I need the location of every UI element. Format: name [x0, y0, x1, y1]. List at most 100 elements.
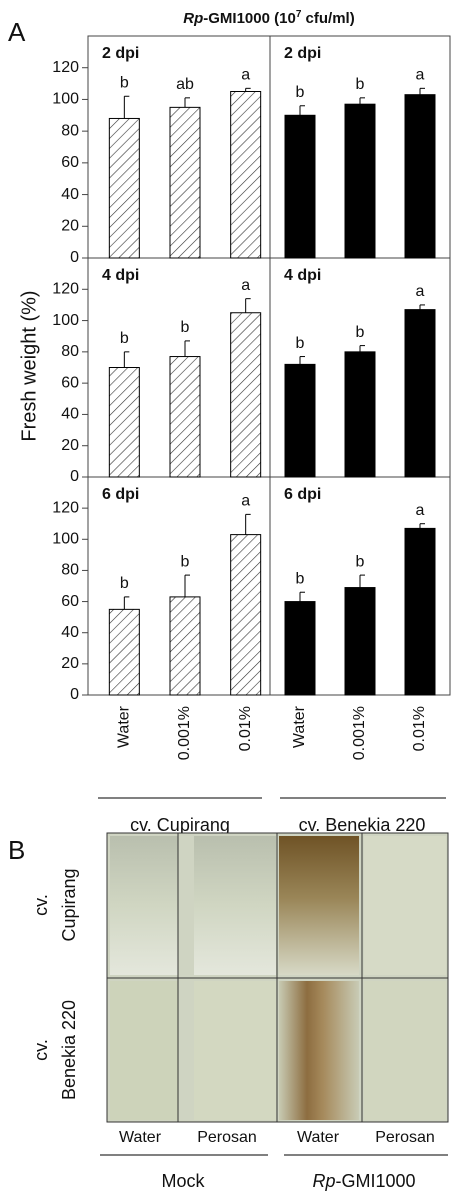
row-label: cv.: [31, 894, 51, 916]
significance-letter: b: [181, 553, 190, 570]
row-label: Benekia 220: [59, 1000, 79, 1100]
y-tick-label: 80: [61, 122, 79, 139]
significance-letter: ab: [176, 76, 194, 93]
group-label: cv. Cupirang: [130, 815, 230, 835]
bar: [170, 357, 200, 477]
x-tick-label: Water: [116, 705, 133, 748]
significance-letter: a: [416, 67, 425, 84]
group-label-part: Rp: [312, 1171, 335, 1191]
y-tick-label: 100: [52, 312, 79, 329]
y-axis-label: Fresh weight (%): [18, 290, 40, 441]
y-tick-label: 100: [52, 531, 79, 548]
x-tick-label: 0.01%: [237, 706, 254, 751]
group-label-part: -GMI1000: [335, 1171, 415, 1191]
bar: [405, 528, 435, 695]
photo: [364, 836, 446, 975]
bar: [109, 118, 139, 258]
group-label: cv. Benekia 220: [299, 815, 426, 835]
bar: [231, 313, 261, 477]
significance-letter: a: [241, 277, 250, 294]
title-part: cfu/ml): [301, 10, 354, 27]
photo-grid: [107, 833, 448, 1122]
bar: [405, 95, 435, 258]
y-tick-label: 120: [52, 499, 79, 516]
y-tick-label: 40: [61, 406, 79, 423]
significance-letter: b: [120, 330, 129, 347]
title-part: Rp: [183, 10, 203, 27]
photo: [194, 981, 276, 1120]
bar: [285, 115, 315, 258]
group-label: Mock: [161, 1171, 205, 1191]
column-label: Perosan: [375, 1129, 435, 1146]
significance-letter: b: [181, 319, 190, 336]
x-tick-label: Water: [291, 705, 308, 748]
significance-letter: b: [356, 324, 365, 341]
photo: [279, 836, 359, 975]
column-label: Perosan: [197, 1129, 257, 1146]
y-tick-label: 0: [70, 686, 79, 703]
x-tick-label: 0.01%: [411, 706, 428, 751]
panel-label: B: [8, 835, 25, 865]
bar: [170, 597, 200, 695]
bar: [405, 310, 435, 477]
plot-frame: [88, 36, 450, 695]
significance-letter: b: [120, 74, 129, 91]
y-tick-label: 0: [70, 249, 79, 266]
bar: [285, 364, 315, 477]
significance-letter: b: [356, 553, 365, 570]
significance-letter: a: [241, 493, 250, 510]
bar: [231, 535, 261, 695]
y-tick-label: 60: [61, 593, 79, 610]
row-label: cv.: [31, 1039, 51, 1061]
bar: [109, 609, 139, 695]
bar: [345, 104, 375, 258]
bar: [109, 368, 139, 478]
panel-annotation: 6 dpi: [284, 486, 321, 503]
significance-letter: b: [296, 335, 305, 352]
photo: [279, 981, 359, 1120]
row-label: Cupirang: [59, 868, 79, 941]
x-tick-label: 0.001%: [176, 706, 193, 760]
photo: [110, 836, 178, 975]
column-label: Water: [119, 1129, 162, 1146]
photo: [194, 836, 276, 975]
y-tick-label: 20: [61, 437, 79, 454]
y-tick-label: 20: [61, 218, 79, 235]
figure: A B Rp-GMI1000 (107 cfu/ml) Fresh weight…: [0, 0, 451, 1195]
y-tick-label: 60: [61, 374, 79, 391]
y-tick-label: 100: [52, 91, 79, 108]
panel-annotation: 6 dpi: [102, 486, 139, 503]
bar: [345, 588, 375, 695]
significance-letter: a: [241, 67, 250, 84]
y-tick-label: 80: [61, 562, 79, 579]
title-part: -GMI1000 (10: [203, 10, 296, 27]
significance-letter: b: [296, 570, 305, 587]
bar: [345, 352, 375, 477]
y-tick-label: 20: [61, 655, 79, 672]
significance-letter: a: [416, 502, 425, 519]
y-tick-label: 80: [61, 343, 79, 360]
chart-title: Rp-GMI1000 (107 cfu/ml): [183, 9, 354, 27]
significance-letter: b: [296, 84, 305, 101]
y-tick-label: 40: [61, 624, 79, 641]
significance-letter: b: [356, 76, 365, 93]
photo: [110, 981, 178, 1120]
panel-annotation: 2 dpi: [284, 45, 321, 62]
x-tick-label: 0.001%: [351, 706, 368, 760]
panel-label: A: [8, 17, 26, 47]
bar: [170, 107, 200, 258]
y-tick-label: 0: [70, 468, 79, 485]
y-tick-label: 120: [52, 59, 79, 76]
photo: [364, 981, 446, 1120]
panel-annotation: 4 dpi: [284, 267, 321, 284]
column-label: Water: [297, 1129, 340, 1146]
significance-letter: a: [416, 283, 425, 300]
group-label: Rp-GMI1000: [312, 1171, 415, 1191]
panel-annotation: 4 dpi: [102, 267, 139, 284]
y-tick-label: 120: [52, 281, 79, 298]
significance-letter: b: [120, 575, 129, 592]
bar: [231, 92, 261, 259]
y-tick-label: 60: [61, 154, 79, 171]
panel-annotation: 2 dpi: [102, 45, 139, 62]
bar: [285, 602, 315, 695]
